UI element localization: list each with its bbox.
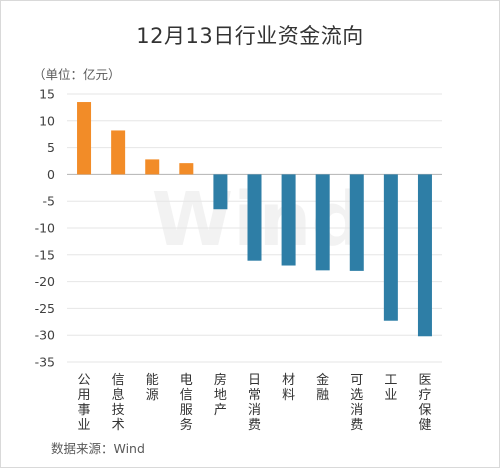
y-tick-label: -15 — [35, 247, 55, 262]
bar — [213, 174, 228, 210]
chart-title: 12月13日行业资金流向 — [136, 24, 364, 48]
x-category-label: 金融 — [316, 372, 329, 403]
y-tick-label: 10 — [39, 113, 55, 128]
y-tick-label: 15 — [39, 87, 55, 102]
bar — [111, 130, 126, 175]
bar — [145, 159, 160, 175]
x-category-label: 信息技术 — [112, 373, 125, 433]
bar — [281, 174, 296, 266]
bar — [417, 174, 432, 337]
x-category-label: 材料 — [282, 373, 295, 403]
x-category-label: 电信服务 — [180, 373, 193, 433]
y-tick-label: -30 — [35, 328, 55, 343]
y-tick-label: -35 — [35, 355, 55, 370]
x-category-label: 可选消费 — [350, 373, 363, 433]
unit-label: （单位：亿元） — [33, 67, 121, 82]
x-category-label: 公用事业 — [78, 373, 91, 433]
source-note: 数据来源：Wind — [51, 441, 145, 456]
x-category-label: 能源 — [146, 373, 159, 403]
x-category-label: 医疗保健 — [418, 373, 431, 433]
bar — [315, 174, 330, 271]
bar — [77, 102, 92, 175]
x-category-label: 工业 — [384, 373, 397, 403]
bar — [179, 163, 194, 175]
y-tick-label: 0 — [47, 167, 55, 182]
bar — [349, 174, 364, 271]
y-tick-label: 5 — [47, 140, 55, 155]
bar — [383, 174, 398, 321]
y-tick-label: -5 — [43, 194, 55, 209]
x-category-label: 房地产 — [214, 372, 227, 418]
y-tick-label: -20 — [35, 274, 55, 289]
bar — [247, 174, 262, 261]
y-tick-label: -10 — [35, 221, 55, 236]
y-tick-label: -25 — [35, 301, 55, 316]
x-category-label: 日常消费 — [248, 373, 261, 433]
